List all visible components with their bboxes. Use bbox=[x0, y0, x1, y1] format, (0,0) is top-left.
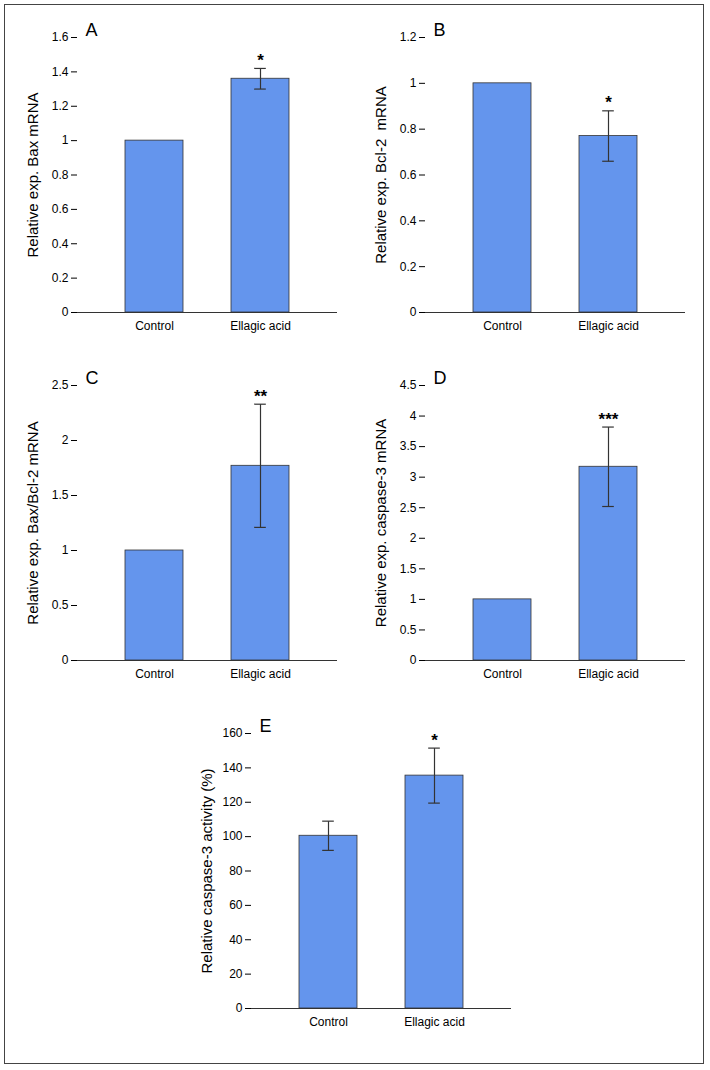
svg-text:Ellagic acid: Ellagic acid bbox=[404, 1015, 465, 1029]
svg-text:Control: Control bbox=[135, 667, 174, 681]
svg-text:0.8: 0.8 bbox=[52, 168, 69, 182]
svg-text:2.5: 2.5 bbox=[400, 501, 417, 515]
svg-text:3: 3 bbox=[410, 470, 417, 484]
svg-text:0.5: 0.5 bbox=[400, 623, 417, 637]
svg-text:Relative exp. Bcl-2 mRNA: Relative exp. Bcl-2 mRNA bbox=[372, 86, 389, 264]
svg-text:160: 160 bbox=[222, 726, 242, 740]
svg-text:4: 4 bbox=[410, 409, 417, 423]
svg-text:20: 20 bbox=[229, 967, 243, 981]
svg-text:0: 0 bbox=[236, 1001, 243, 1015]
svg-text:0.6: 0.6 bbox=[52, 202, 69, 216]
svg-text:*: * bbox=[605, 93, 612, 112]
svg-text:1: 1 bbox=[410, 76, 417, 90]
svg-text:1.4: 1.4 bbox=[52, 65, 69, 79]
svg-text:0: 0 bbox=[62, 305, 69, 319]
svg-text:0.5: 0.5 bbox=[52, 598, 69, 612]
svg-text:Ellagic acid: Ellagic acid bbox=[578, 319, 639, 333]
svg-text:2: 2 bbox=[62, 433, 69, 447]
svg-text:140: 140 bbox=[222, 761, 242, 775]
svg-text:Control: Control bbox=[309, 1015, 348, 1029]
svg-text:Relative exp. Bax/Bcl-2 mRNA: Relative exp. Bax/Bcl-2 mRNA bbox=[24, 421, 41, 624]
svg-text:E: E bbox=[260, 716, 272, 736]
svg-text:1.2: 1.2 bbox=[400, 30, 417, 44]
svg-text:0.2: 0.2 bbox=[52, 271, 69, 285]
svg-text:*: * bbox=[257, 51, 264, 70]
svg-text:1.6: 1.6 bbox=[52, 30, 69, 44]
svg-text:0.4: 0.4 bbox=[52, 237, 69, 251]
svg-text:*: * bbox=[431, 731, 438, 750]
svg-text:40: 40 bbox=[229, 933, 243, 947]
svg-text:**: ** bbox=[254, 387, 268, 406]
svg-text:Control: Control bbox=[483, 667, 522, 681]
svg-text:120: 120 bbox=[222, 795, 242, 809]
svg-text:1.2: 1.2 bbox=[52, 99, 69, 113]
svg-text:Relative exp. Bax mRNA: Relative exp. Bax mRNA bbox=[24, 92, 41, 257]
svg-text:0: 0 bbox=[410, 653, 417, 667]
svg-text:1.5: 1.5 bbox=[400, 562, 417, 576]
svg-text:1: 1 bbox=[410, 592, 417, 606]
svg-text:0.2: 0.2 bbox=[400, 260, 417, 274]
svg-text:0: 0 bbox=[410, 305, 417, 319]
svg-text:Ellagic acid: Ellagic acid bbox=[230, 319, 291, 333]
svg-text:80: 80 bbox=[229, 864, 243, 878]
svg-text:60: 60 bbox=[229, 898, 243, 912]
svg-text:***: *** bbox=[599, 409, 619, 428]
svg-text:0.4: 0.4 bbox=[400, 214, 417, 228]
svg-text:A: A bbox=[86, 20, 98, 40]
svg-text:0.6: 0.6 bbox=[400, 168, 417, 182]
svg-text:100: 100 bbox=[222, 829, 242, 843]
svg-text:B: B bbox=[434, 20, 446, 40]
svg-text:Control: Control bbox=[483, 319, 522, 333]
svg-text:Ellagic acid: Ellagic acid bbox=[230, 667, 291, 681]
svg-text:3.5: 3.5 bbox=[400, 439, 417, 453]
svg-text:Ellagic acid: Ellagic acid bbox=[578, 667, 639, 681]
svg-text:Control: Control bbox=[135, 319, 174, 333]
svg-text:Relative caspase-3 activity (%: Relative caspase-3 activity (%) bbox=[198, 768, 215, 973]
svg-text:2.5: 2.5 bbox=[52, 378, 69, 392]
svg-text:1.5: 1.5 bbox=[52, 488, 69, 502]
svg-text:1: 1 bbox=[62, 543, 69, 557]
svg-text:Relative exp. caspase-3 mRNA: Relative exp. caspase-3 mRNA bbox=[372, 419, 389, 627]
svg-text:0: 0 bbox=[62, 653, 69, 667]
svg-text:0.8: 0.8 bbox=[400, 122, 417, 136]
svg-text:2: 2 bbox=[410, 531, 417, 545]
svg-text:C: C bbox=[86, 368, 99, 388]
svg-text:4.5: 4.5 bbox=[400, 378, 417, 392]
svg-text:1: 1 bbox=[62, 133, 69, 147]
svg-text:D: D bbox=[434, 368, 447, 388]
